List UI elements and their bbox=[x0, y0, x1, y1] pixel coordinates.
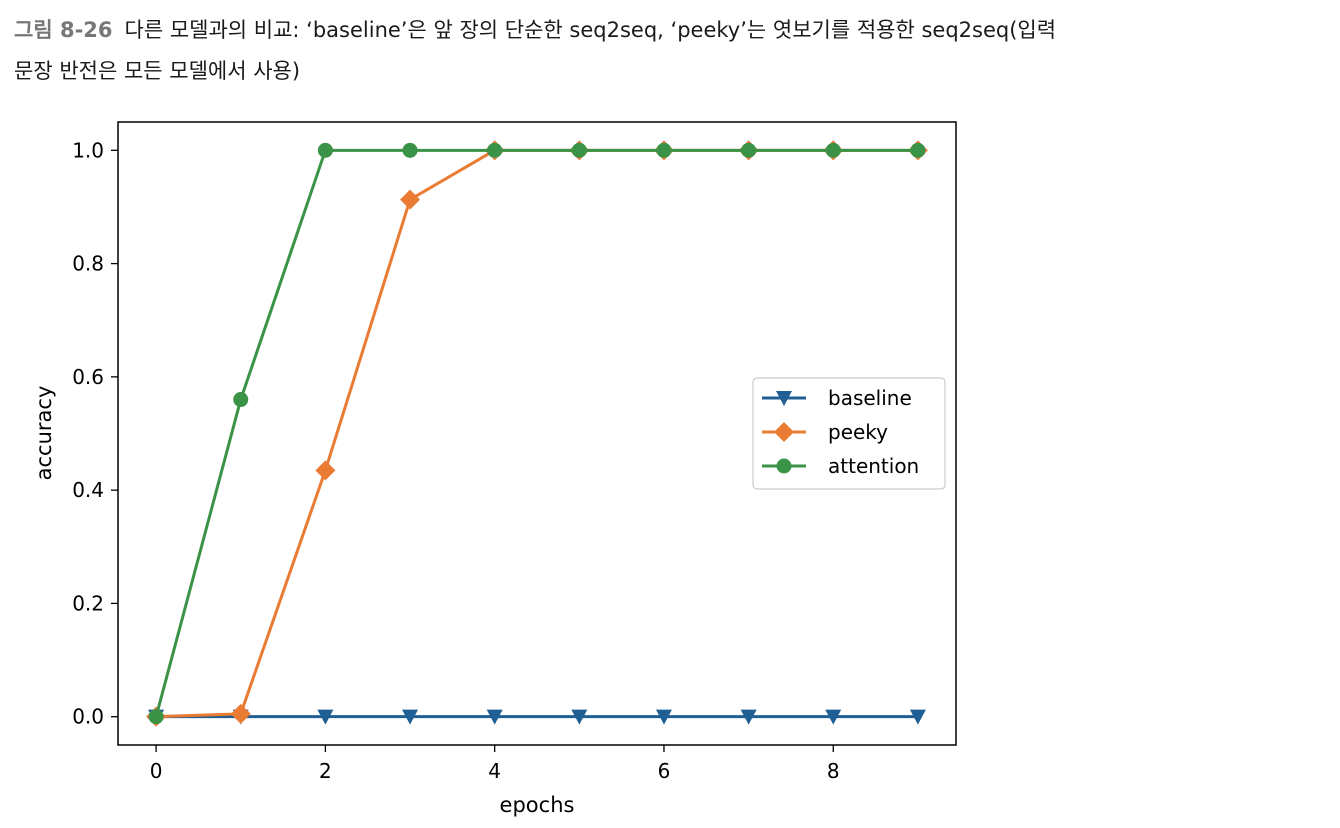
figure-caption: 그림 8-26 다른 모델과의 비교: ‘baseline’은 앞 장의 단순한 … bbox=[14, 10, 1334, 92]
caption-line-2: 문장 반전은 모든 모델에서 사용) bbox=[14, 59, 301, 83]
attention-point bbox=[910, 142, 926, 158]
x-tick-label: 4 bbox=[488, 759, 501, 783]
legend-items: baseline peeky attention bbox=[762, 386, 919, 478]
attention-point bbox=[571, 142, 587, 158]
attention-point bbox=[402, 142, 418, 158]
legend-item-baseline: baseline bbox=[762, 386, 912, 410]
attention-point bbox=[487, 142, 503, 158]
legend-label: peeky bbox=[828, 420, 888, 444]
y-tick-label: 0.8 bbox=[72, 252, 104, 276]
series-layer bbox=[146, 140, 928, 727]
caption-line-1: 그림 8-26 다른 모델과의 비교: ‘baseline’은 앞 장의 단순한 … bbox=[14, 10, 1334, 51]
legend: baseline peeky attention bbox=[752, 377, 946, 490]
y-tick-label: 0.4 bbox=[72, 478, 104, 502]
attention-point bbox=[656, 142, 672, 158]
legend-label: baseline bbox=[828, 386, 912, 410]
legend-marker bbox=[776, 391, 792, 406]
y-tick-label: 1.0 bbox=[72, 138, 104, 162]
attention-point bbox=[233, 392, 249, 408]
peeky-point bbox=[400, 189, 421, 210]
baseline-point bbox=[825, 709, 842, 725]
figure-number: 그림 8-26 bbox=[14, 18, 113, 42]
plot-frame bbox=[117, 121, 957, 746]
baseline-point bbox=[740, 709, 757, 725]
baseline-point bbox=[486, 709, 503, 725]
legend-marker bbox=[774, 422, 794, 442]
baseline-point bbox=[571, 709, 588, 725]
x-axis-label: epochs bbox=[500, 793, 575, 817]
x-tick-label: 8 bbox=[827, 759, 840, 783]
x-tick-label: 0 bbox=[150, 759, 163, 783]
attention-line bbox=[154, 148, 918, 718]
caption-text-1: 다른 모델과의 비교: ‘baseline’은 앞 장의 단순한 seq2seq… bbox=[124, 18, 1057, 42]
attention-point bbox=[317, 142, 333, 158]
baseline-point bbox=[402, 709, 419, 725]
attention-point bbox=[148, 709, 164, 725]
legend-label: attention bbox=[828, 454, 919, 478]
attention-point bbox=[741, 142, 757, 158]
series-attention bbox=[148, 142, 926, 725]
peeky-point bbox=[315, 460, 336, 481]
y-tick-label: 0.0 bbox=[72, 705, 104, 729]
legend-item-attention: attention bbox=[762, 454, 919, 478]
legend-item-peeky: peeky bbox=[762, 420, 888, 444]
x-axis: 0 2 4 6 8 bbox=[150, 745, 840, 783]
y-axis-label: accuracy bbox=[32, 386, 56, 481]
x-tick-label: 6 bbox=[658, 759, 671, 783]
y-tick-label: 0.2 bbox=[72, 591, 104, 615]
attention-point bbox=[825, 142, 841, 158]
peeky-point bbox=[230, 703, 251, 724]
baseline-point bbox=[909, 709, 926, 725]
baseline-point bbox=[317, 709, 334, 725]
legend-box bbox=[752, 377, 946, 490]
x-tick-label: 2 bbox=[319, 759, 332, 783]
y-axis: 0.0 0.2 0.4 0.6 0.8 1.0 bbox=[72, 138, 118, 729]
y-tick-label: 0.6 bbox=[72, 365, 104, 389]
baseline-point bbox=[655, 709, 672, 725]
legend-marker bbox=[776, 458, 792, 474]
